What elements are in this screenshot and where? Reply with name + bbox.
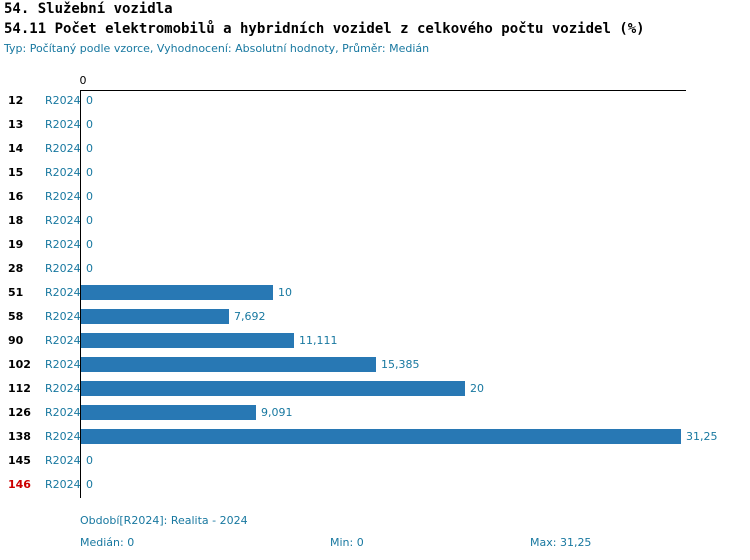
min-stat: Min: 0 xyxy=(330,536,364,549)
chart-row: 126 R2024 9,091 xyxy=(0,401,750,425)
report-section-title: 54. Služební vozidla xyxy=(4,1,173,17)
bar xyxy=(81,309,229,324)
period-label: Období[R2024]: Realita - 2024 xyxy=(80,514,248,527)
value-label: 0 xyxy=(86,214,93,227)
value-label: 0 xyxy=(86,238,93,251)
median-stat: Medián: 0 xyxy=(80,536,135,549)
series-label: R2024 xyxy=(45,142,81,155)
series-label: R2024 xyxy=(45,358,81,371)
category-label: 145 xyxy=(8,454,31,467)
series-label: R2024 xyxy=(45,334,81,347)
chart-row: 102 R2024 15,385 xyxy=(0,353,750,377)
category-label: 28 xyxy=(8,262,24,275)
chart-row: 19 R2024 0 xyxy=(0,233,750,257)
value-label: 7,692 xyxy=(234,310,266,323)
value-label: 20 xyxy=(470,382,484,395)
category-label: 13 xyxy=(8,118,24,131)
chart-row: 15 R2024 0 xyxy=(0,161,750,185)
category-label: 51 xyxy=(8,286,24,299)
category-label: 146 xyxy=(8,478,31,491)
category-label: 15 xyxy=(8,166,24,179)
category-label: 19 xyxy=(8,238,24,251)
value-label: 0 xyxy=(86,94,93,107)
value-label: 11,111 xyxy=(299,334,338,347)
chart-row: 13 R2024 0 xyxy=(0,113,750,137)
category-label: 138 xyxy=(8,430,31,443)
category-label: 12 xyxy=(8,94,24,107)
value-label: 0 xyxy=(86,142,93,155)
value-label: 0 xyxy=(86,478,93,491)
axis-top-line xyxy=(80,90,686,91)
category-label: 18 xyxy=(8,214,24,227)
chart-row: 51 R2024 10 xyxy=(0,281,750,305)
category-label: 126 xyxy=(8,406,31,419)
series-label: R2024 xyxy=(45,190,81,203)
chart-row: 28 R2024 0 xyxy=(0,257,750,281)
bar xyxy=(81,357,376,372)
chart-row: 112 R2024 20 xyxy=(0,377,750,401)
chart-row: 14 R2024 0 xyxy=(0,137,750,161)
series-label: R2024 xyxy=(45,262,81,275)
chart-row: 12 R2024 0 xyxy=(0,89,750,113)
category-label: 112 xyxy=(8,382,31,395)
value-label: 15,385 xyxy=(381,358,420,371)
series-label: R2024 xyxy=(45,166,81,179)
value-label: 0 xyxy=(86,166,93,179)
chart-row: 90 R2024 11,111 xyxy=(0,329,750,353)
value-label: 0 xyxy=(86,454,93,467)
value-label: 0 xyxy=(86,190,93,203)
series-label: R2024 xyxy=(45,430,81,443)
series-label: R2024 xyxy=(45,286,81,299)
category-label: 14 xyxy=(8,142,24,155)
bar xyxy=(81,429,681,444)
series-label: R2024 xyxy=(45,214,81,227)
category-label: 16 xyxy=(8,190,24,203)
chart-row: 145 R2024 0 xyxy=(0,449,750,473)
indicator-title: 54.11 Počet elektromobilů a hybridních v… xyxy=(4,21,645,37)
series-label: R2024 xyxy=(45,454,81,467)
chart-row: 18 R2024 0 xyxy=(0,209,750,233)
chart-row: 138 R2024 31,25 xyxy=(0,425,750,449)
value-label: 0 xyxy=(86,262,93,275)
value-label: 31,25 xyxy=(686,430,718,443)
category-label: 102 xyxy=(8,358,31,371)
category-label: 90 xyxy=(8,334,24,347)
chart-row: 146 R2024 0 xyxy=(0,473,750,497)
value-label: 10 xyxy=(278,286,292,299)
series-label: R2024 xyxy=(45,238,81,251)
bar xyxy=(81,405,256,420)
value-label: 9,091 xyxy=(261,406,293,419)
bar xyxy=(81,333,294,348)
series-label: R2024 xyxy=(45,310,81,323)
max-stat: Max: 31,25 xyxy=(530,536,592,549)
value-label: 0 xyxy=(86,118,93,131)
indicator-subtitle: Typ: Počítaný podle vzorce, Vyhodnocení:… xyxy=(4,42,430,55)
series-label: R2024 xyxy=(45,118,81,131)
chart-row: 16 R2024 0 xyxy=(0,185,750,209)
chart-row: 58 R2024 7,692 xyxy=(0,305,750,329)
axis-origin-label: 0 xyxy=(79,74,87,87)
series-label: R2024 xyxy=(45,406,81,419)
series-label: R2024 xyxy=(45,382,81,395)
category-label: 58 xyxy=(8,310,24,323)
bar xyxy=(81,381,465,396)
series-label: R2024 xyxy=(45,478,81,491)
bar xyxy=(81,285,273,300)
series-label: R2024 xyxy=(45,94,81,107)
axis-left-line xyxy=(80,90,81,498)
